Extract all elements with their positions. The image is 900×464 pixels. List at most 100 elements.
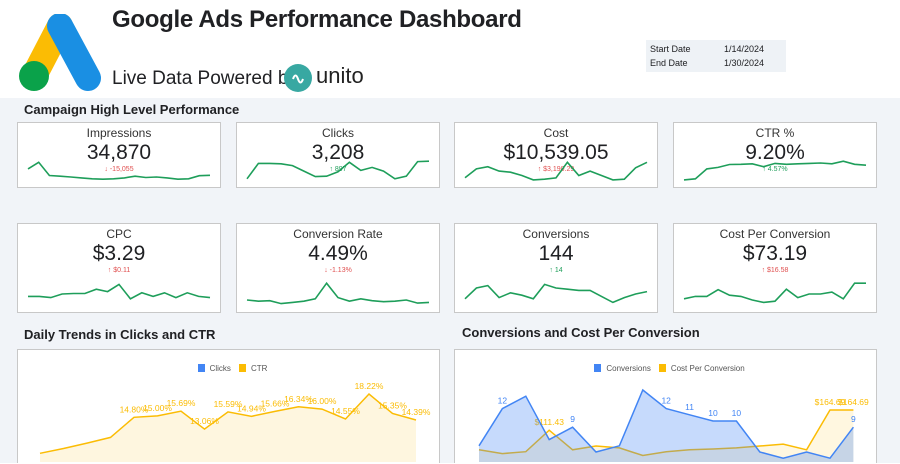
legend-cost-per-conversion[interactable]: Cost Per Conversion [670, 364, 745, 373]
scorecard-label: CTR % [755, 126, 795, 140]
cost-per-conversion-area [479, 410, 854, 462]
sparkline [27, 161, 211, 181]
ctr-data-label: 15.66% [261, 398, 290, 408]
powered-by-text: Live Data Powered by [112, 68, 298, 89]
ctr-data-label: 15.35% [378, 401, 407, 411]
scorecard-label: Clicks [322, 126, 354, 140]
conversions-data-label: 10 [732, 408, 742, 418]
scorecard-cost-per-conversion: Cost Per Conversion $73.19 ↑ $16.58 [673, 223, 877, 313]
ctr-legend-swatch [238, 364, 246, 372]
scorecard-impressions: Impressions 34,870 ↓ -15,055 [17, 122, 221, 188]
sparkline [464, 161, 648, 181]
sparkline-line [246, 281, 430, 305]
clicks-legend-swatch [197, 364, 205, 372]
ctr-data-label: 16.00% [308, 396, 337, 406]
sparkline-line [246, 160, 430, 180]
scorecard-clicks: Clicks 3,208 ↑ 897 [236, 122, 440, 188]
dashboard-title: Google Ads Performance Dashboard [112, 6, 522, 33]
scorecard-label: Cost [543, 126, 569, 140]
ctr-data-label: 15.69% [167, 398, 196, 408]
sparkline [683, 282, 866, 304]
google-ads-logo [19, 14, 101, 91]
legend-ctr[interactable]: CTR [250, 364, 268, 373]
ctr-line [39, 392, 417, 455]
scorecard-label: Conversions [522, 227, 590, 241]
start-date-value[interactable]: 1/14/2024 [724, 44, 765, 54]
ctr-area [40, 394, 416, 462]
ctr-data-label: 18.22% [355, 381, 384, 391]
sparkline-line [464, 283, 648, 304]
cost-per-conversion-line [478, 409, 854, 457]
conversions-chart-title: Conversions and Cost Per Conversion [462, 325, 700, 340]
scorecard-value: $10,539.05 [503, 141, 609, 164]
sparkline [464, 283, 648, 304]
conversions-line [478, 388, 854, 460]
legend-conversions[interactable]: Conversions [606, 364, 651, 373]
cost-per-conversion-data-label: $164.69 [838, 397, 869, 407]
conversions-data-label: 10 [708, 408, 718, 418]
ctr-data-label: 15.59% [214, 399, 243, 409]
scorecard-value: $73.19 [742, 242, 808, 265]
sparkline-line [27, 161, 211, 181]
sparkline-line [683, 160, 867, 181]
conversions-legend-swatch [594, 364, 602, 372]
scorecard-value: 9.20% [745, 141, 805, 164]
section-title: Campaign High Level Performance [24, 102, 240, 117]
scorecard-value: 4.49% [308, 242, 368, 265]
ctr-data-label: 15.00% [143, 403, 172, 413]
sparkline-line [28, 283, 211, 300]
legend-clicks[interactable]: Clicks [209, 364, 231, 373]
sparkline [28, 283, 211, 300]
conversions-data-label: 9 [570, 414, 575, 424]
clicks-ctr-chart-title: Daily Trends in Clicks and CTR [24, 327, 216, 342]
conversions-chart: Conversions Cost Per Conversion $111.43 $1… [454, 349, 877, 463]
start-date-label: Start Date [650, 44, 691, 54]
cost-per-conversion-data-label: $111.43 [534, 417, 564, 427]
conversions-data-label: 9 [851, 414, 856, 424]
scorecard-label: Cost Per Conversion [719, 227, 831, 241]
scorecard-value: 3,208 [311, 141, 365, 164]
scorecard-delta: ↑ $16.58 [761, 267, 789, 274]
sparkline [246, 281, 430, 305]
sparkline [683, 160, 867, 181]
scorecard-cpc: CPC $3.29 ↑ $0.11 [17, 223, 221, 313]
scorecard-label: CPC [106, 227, 132, 241]
scorecard-value: 144 [538, 242, 574, 265]
ctr-data-label: 14.80% [120, 404, 149, 414]
cost-per-conversion-data-label: $164.69 [815, 397, 846, 407]
ctr-data-label: 16.34% [284, 394, 313, 404]
sparkline-line [464, 161, 648, 181]
conversions-data-label: 11 [685, 402, 694, 412]
scorecard-value: 34,870 [86, 141, 152, 164]
conversions-data-label: 12 [661, 396, 671, 406]
scorecard-delta: ↑ $0.11 [107, 267, 131, 274]
scorecard-delta: ↑ 897 [329, 166, 347, 173]
scorecard-delta: ↓ -1.13% [324, 267, 352, 274]
scorecard-value: $3.29 [92, 242, 146, 265]
cpc-legend-swatch [658, 364, 666, 372]
scorecard-cost: Cost $10,539.05 ↑ $3,190.29 [454, 122, 658, 188]
scorecard-ctr-: CTR % 9.20% ↑ 4.57% [673, 122, 877, 188]
scorecard-label: Conversion Rate [293, 227, 383, 241]
scorecard-delta: ↑ 14 [549, 267, 563, 274]
ctr-data-label: 14.55% [331, 406, 360, 416]
scorecard-delta: ↑ $3,190.29 [537, 166, 575, 173]
scorecard-conversion-rate: Conversion Rate 4.49% ↓ -1.13% [236, 223, 440, 313]
ctr-data-label: 13.06% [190, 416, 219, 426]
end-date-label: End Date [650, 58, 688, 68]
conversions-area [479, 390, 854, 462]
conversions-data-label: 12 [498, 396, 508, 406]
ctr-data-label: 14.94% [237, 403, 266, 413]
ctr-data-label: 14.39% [402, 407, 431, 417]
date-range-table: Start Date 1/14/2024 End Date 1/30/2024 [646, 40, 786, 72]
scorecard-conversions: Conversions 144 ↑ 14 [454, 223, 658, 313]
clicks-ctr-chart: Clicks CTR 14.80% 15.00% 15.69% 13.06% 15.59%… [17, 349, 440, 463]
scorecard-delta: ↓ -15,055 [104, 166, 134, 173]
scorecard-label: Impressions [86, 126, 152, 140]
unito-logo-icon [284, 64, 312, 92]
sparkline [246, 160, 430, 180]
end-date-value[interactable]: 1/30/2024 [724, 58, 765, 68]
unito-wordmark: unito [316, 63, 364, 88]
scorecard-delta: ↑ 4.57% [762, 166, 788, 173]
sparkline-line [683, 282, 866, 304]
